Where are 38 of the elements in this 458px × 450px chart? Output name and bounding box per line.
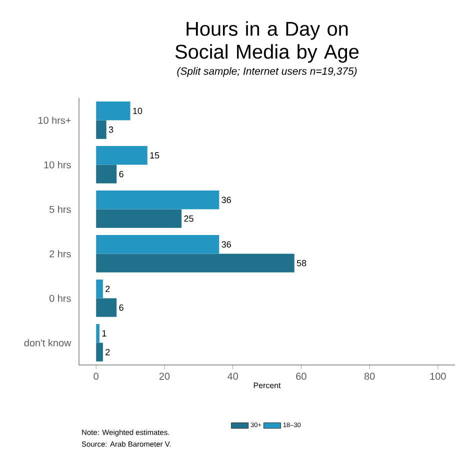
x-tick-label: 40: [228, 372, 238, 380]
bar: [96, 120, 106, 139]
bar: [96, 190, 220, 210]
y-tick-label: 10 hrs: [44, 161, 71, 168]
data-label: 2: [106, 348, 110, 356]
bar: [96, 164, 117, 184]
data-label: 36: [222, 196, 231, 204]
bar: [96, 146, 148, 165]
y-tick-label: 10 hrs+: [38, 116, 71, 124]
x-tick-label: 60: [296, 372, 306, 380]
data-label: 36: [222, 241, 231, 248]
data-label: 1: [102, 330, 106, 336]
bar: [96, 102, 130, 120]
bar: [96, 254, 294, 272]
data-label: 2: [106, 286, 110, 292]
bar: [96, 209, 182, 228]
y-tick-label: 0 hrs: [49, 294, 71, 302]
chart-subtitle: (Split sample; Internet users n=19,375): [177, 67, 357, 77]
data-label: 6: [119, 304, 124, 311]
x-tick-label: 100: [430, 372, 446, 380]
data-label: 25: [184, 215, 194, 222]
data-label: 6: [119, 170, 124, 178]
x-tick-label: 20: [159, 372, 170, 380]
data-label: 58: [296, 260, 306, 266]
data-label: 10: [133, 108, 142, 114]
x-tick-label: 0: [94, 372, 98, 380]
data-label: 15: [150, 152, 160, 159]
bar: [96, 280, 103, 298]
chart-title: Hours in a Day on Social Media by Age: [175, 21, 359, 63]
bar: [96, 324, 100, 343]
x-tick-label: 80: [364, 372, 375, 380]
y-tick-label: don't know: [24, 339, 72, 346]
bar: [96, 298, 117, 317]
bar: [96, 235, 220, 254]
y-tick-label: 5 hrs: [49, 206, 71, 213]
data-label: 3: [108, 126, 114, 133]
y-tick-label: 2 hrs: [50, 250, 71, 258]
bar: [96, 342, 103, 362]
